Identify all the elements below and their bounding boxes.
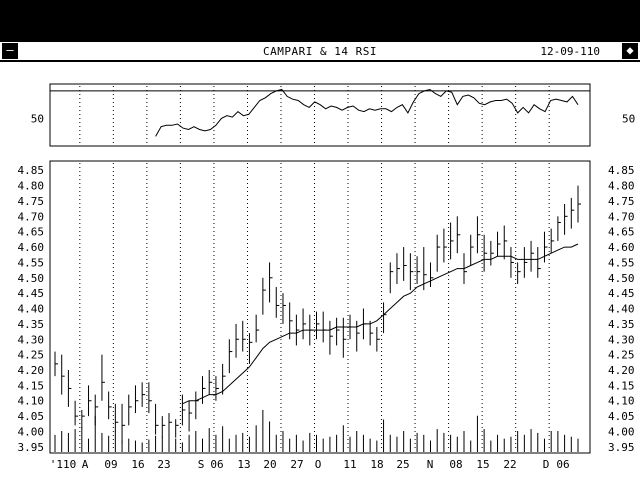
price-tick-left: 4.70 (18, 210, 45, 223)
rsi-tick-left: 50 (31, 112, 44, 125)
price-tick-right: 4.15 (608, 379, 635, 392)
price-tick-left: 4.50 (18, 272, 45, 285)
x-tick-label: 08 (449, 458, 462, 471)
price-tick-right: 4.30 (608, 333, 635, 346)
x-tick-label: 09 (104, 458, 117, 471)
window-title: CAMPARI & 14 RSI (263, 45, 377, 58)
price-tick-right: 4.05 (608, 410, 635, 423)
x-tick-label: 23 (157, 458, 170, 471)
x-tick-label: 18 (370, 458, 383, 471)
price-tick-right: 4.60 (608, 241, 635, 254)
x-tick-label: 06 (556, 458, 569, 471)
price-tick-left: 4.40 (18, 303, 45, 316)
x-tick-label: N (427, 458, 434, 471)
price-tick-left: 4.25 (18, 349, 45, 362)
title-bar: – CAMPARI & 14 RSI 12-09-110 ◆ (0, 40, 640, 62)
price-tick-right: 4.70 (608, 210, 635, 223)
price-tick-left: 4.75 (18, 195, 45, 208)
minus-box-icon[interactable]: – (2, 43, 18, 59)
x-tick-label: '110 (50, 458, 77, 471)
price-tick-right: 4.20 (608, 364, 635, 377)
price-tick-left: 4.45 (18, 287, 45, 300)
x-tick-label: 06 (210, 458, 223, 471)
x-tick-label: 25 (396, 458, 409, 471)
price-tick-left: 4.35 (18, 318, 45, 331)
x-tick-label: D (543, 458, 550, 471)
moving-average-line (182, 243, 579, 405)
rsi-panel-frame (49, 83, 591, 147)
x-tick-label: S (198, 458, 205, 471)
diamond-box-icon[interactable]: ◆ (622, 43, 638, 59)
rsi-tick-right: 50 (622, 112, 635, 125)
price-tick-right: 4.75 (608, 195, 635, 208)
x-tick-label: 22 (503, 458, 516, 471)
price-tick-right: 4.10 (608, 395, 635, 408)
price-panel-frame (49, 160, 591, 454)
chart-window: – CAMPARI & 14 RSI 12-09-110 ◆ 50 50 4.85 4… (0, 40, 640, 480)
price-tick-right: 4.00 (608, 425, 635, 438)
price-tick-left: 4.10 (18, 395, 45, 408)
x-tick-label: 13 (237, 458, 250, 471)
price-tick-left: 4.20 (18, 364, 45, 377)
x-tick-label: A (82, 458, 89, 471)
price-tick-right: 4.65 (608, 226, 635, 239)
price-tick-right: 4.50 (608, 272, 635, 285)
price-tick-left: 4.60 (18, 241, 45, 254)
price-tick-right: 4.35 (608, 318, 635, 331)
price-tick-right: 4.55 (608, 256, 635, 269)
x-tick-label: 20 (263, 458, 276, 471)
chart-canvas: 50 50 4.85 4.85 4.80 4.80 4.75 4.75 4.70 4.70 4.65… (18, 83, 635, 471)
rsi-line (155, 88, 579, 137)
x-tick-label: 27 (290, 458, 303, 471)
price-tick-right: 3.95 (608, 441, 635, 454)
price-tick-left: 4.65 (18, 226, 45, 239)
price-tick-right: 4.85 (608, 164, 635, 177)
price-tick-left: 4.55 (18, 256, 45, 269)
price-tick-left: 4.85 (18, 164, 45, 177)
x-tick-label: 16 (131, 458, 144, 471)
x-tick-label: 15 (476, 458, 489, 471)
price-tick-right: 4.40 (608, 303, 635, 316)
price-tick-left: 4.30 (18, 333, 45, 346)
price-tick-left: 4.00 (18, 425, 45, 438)
price-tick-right: 4.80 (608, 180, 635, 193)
price-tick-left: 3.95 (18, 441, 45, 454)
price-tick-left: 4.05 (18, 410, 45, 423)
window-date: 12-09-110 (540, 45, 600, 58)
price-tick-left: 4.15 (18, 379, 45, 392)
price-tick-left: 4.80 (18, 180, 45, 193)
price-tick-right: 4.45 (608, 287, 635, 300)
price-tick-right: 4.25 (608, 349, 635, 362)
x-tick-label: 11 (343, 458, 356, 471)
x-tick-label: O (315, 458, 322, 471)
